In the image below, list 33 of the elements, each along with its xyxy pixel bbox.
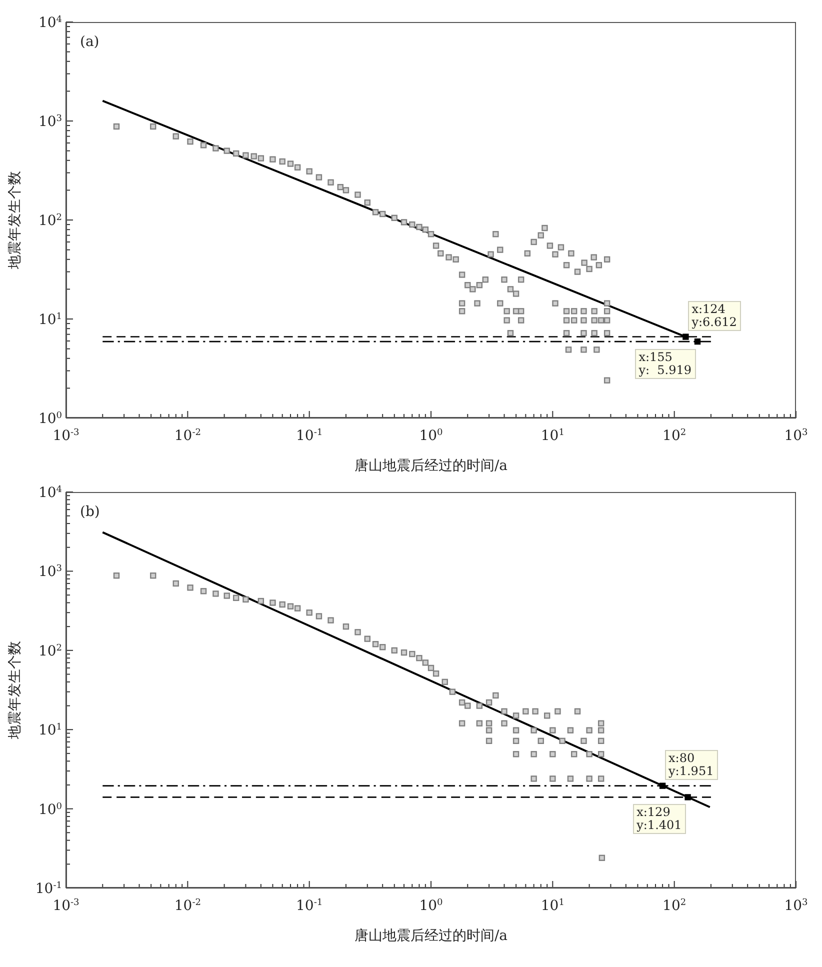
y-tick-label: 10$^{4}$ [38, 485, 62, 501]
x-tick-label: 10$^{-2}$ [174, 428, 201, 444]
annotation: x:80 y:1.951 [664, 750, 718, 780]
x-tick-label: 10$^{0}$ [419, 898, 444, 914]
y-tick-label: 10$^{1}$ [38, 312, 62, 328]
y-tick-label: 10$^{4}$ [38, 15, 62, 31]
y-tick-label: 10$^{3}$ [38, 564, 62, 580]
x-tick-label: 10$^{2}$ [662, 428, 686, 444]
x-tick-label: 10$^{1}$ [540, 428, 564, 444]
x-tick-label: 10$^{2}$ [662, 898, 686, 914]
annotation: x:124 y:6.612 [688, 300, 741, 331]
annotation: x:155 y: 5.919 [634, 348, 696, 379]
x-tick-label: 10$^{-1}$ [296, 898, 323, 914]
x-tick-label: 10$^{0}$ [419, 428, 444, 444]
y-tick-label: 10$^{0}$ [38, 411, 62, 427]
x-tick-label: 10$^{-3}$ [52, 428, 80, 444]
y-tick-label: 10$^{2}$ [38, 643, 62, 660]
annotation: (b) [80, 504, 100, 520]
annotation: (a) [80, 34, 100, 50]
x-axis-title: 唐山地震后经过的时间/a [354, 928, 508, 944]
y-tick-label: 10$^{0}$ [38, 802, 62, 818]
x-tick-label: 10$^{3}$ [784, 898, 808, 914]
x-tick-label: 10$^{1}$ [540, 898, 564, 914]
annotation: x:129 y:1.401 [632, 804, 686, 834]
y-tick-label: 10$^{1}$ [38, 722, 62, 739]
y-tick-label: 10$^{2}$ [38, 213, 62, 229]
x-tick-label: 10$^{3}$ [784, 428, 808, 444]
y-tick-label: 10$^{3}$ [38, 114, 62, 130]
x-tick-label: 10$^{-2}$ [174, 898, 201, 914]
x-axis-title: 唐山地震后经过的时间/a [354, 458, 508, 474]
y-tick-label: 10$^{-1}$ [35, 881, 62, 897]
x-tick-label: 10$^{-3}$ [52, 898, 80, 914]
x-tick-label: 10$^{-1}$ [296, 428, 323, 444]
